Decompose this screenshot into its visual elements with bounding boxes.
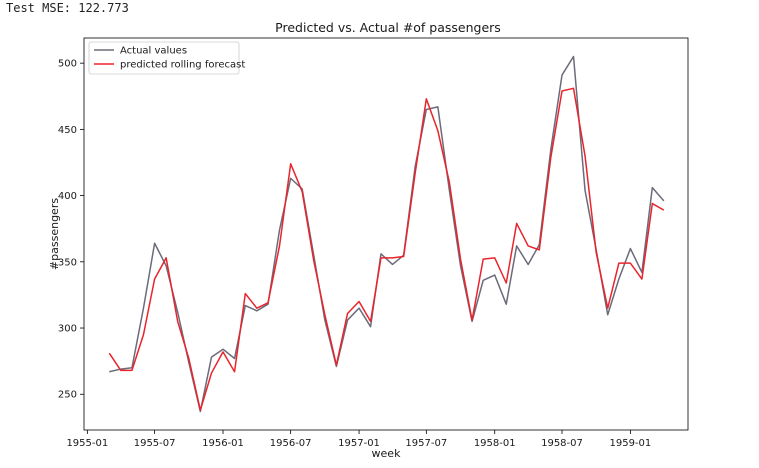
x-axis: 1955-01 1955-07 1956-01 1956-07 1957-01 1957-…	[66, 430, 651, 449]
legend-label-actual: Actual values	[120, 46, 187, 57]
x-tick-label: 1957-07	[405, 438, 447, 449]
plot-frame	[83, 37, 689, 431]
series-line-predicted	[108, 87, 665, 411]
series-line-actual	[109, 55, 665, 413]
y-tick-label: 300	[58, 324, 77, 335]
x-axis-label: week	[372, 447, 402, 460]
x-tick-label: 1958-07	[541, 438, 583, 449]
test-mse-text: Test MSE: 122.773	[6, 1, 129, 15]
x-tick-label: 1956-07	[270, 438, 312, 449]
plot-lines	[108, 55, 665, 413]
x-tick-label: 1955-07	[134, 438, 176, 449]
x-tick-label: 1956-01	[202, 438, 244, 449]
x-tick-label: 1955-01	[66, 438, 108, 449]
y-tick-label: 350	[58, 257, 77, 268]
x-tick-label: 1958-01	[474, 438, 516, 449]
x-tick-label: 1959-01	[609, 438, 651, 449]
legend-label-predicted: predicted rolling forecast	[120, 60, 245, 71]
x-tick-label: 1957-01	[338, 438, 380, 449]
y-axis-label: #passengers	[48, 198, 61, 270]
y-tick-label: 450	[58, 125, 77, 136]
y-tick-label: 500	[58, 59, 77, 70]
legend-box	[88, 41, 240, 75]
legend: Actual values predicted rolling forecast	[88, 41, 245, 75]
y-tick-label: 400	[58, 191, 77, 202]
y-tick-label: 250	[58, 390, 77, 401]
chart-title: Predicted vs. Actual #of passengers	[275, 20, 501, 35]
y-axis: 250 300 350 400 450 500	[58, 59, 84, 401]
